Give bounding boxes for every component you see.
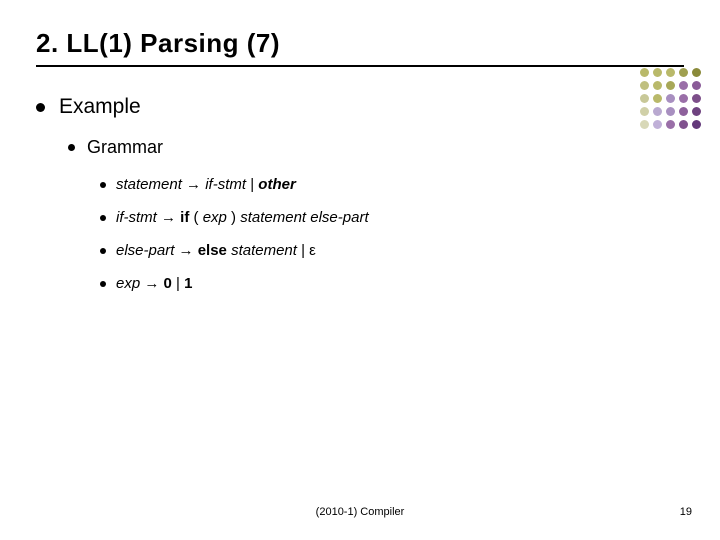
dot-icon <box>653 107 662 116</box>
page-number: 19 <box>680 506 692 518</box>
dot-icon <box>666 120 675 129</box>
slide-title: 2. LL(1) Parsing (7) <box>36 28 684 67</box>
footer-center: (2010-1) Compiler <box>0 506 720 518</box>
bullet-icon <box>100 215 106 221</box>
dot-icon <box>666 107 675 116</box>
grammar-rule: if-stmt → if ( exp ) statement else-part <box>100 209 684 226</box>
dot-icon <box>640 94 649 103</box>
dot-icon <box>692 120 701 129</box>
dot-icon <box>679 94 688 103</box>
dot-icon <box>692 107 701 116</box>
grammar-rule: statement → if-stmt | other <box>100 176 684 193</box>
dot-icon <box>653 120 662 129</box>
rule-text: statement → if-stmt | other <box>116 176 296 193</box>
dot-icon <box>653 81 662 90</box>
dot-icon <box>679 81 688 90</box>
bullet-icon <box>68 144 75 151</box>
bullet-icon <box>100 182 106 188</box>
rule-text: exp → 0 | 1 <box>116 275 192 292</box>
bullet-lvl1: Example <box>36 95 684 119</box>
bullet-icon <box>36 103 45 112</box>
decorative-dots <box>640 68 702 130</box>
rule-text: else-part → else statement | ε <box>116 242 316 259</box>
dot-icon <box>640 107 649 116</box>
dot-icon <box>653 94 662 103</box>
dot-icon <box>640 81 649 90</box>
dot-icon <box>640 120 649 129</box>
dot-icon <box>666 94 675 103</box>
dot-icon <box>679 120 688 129</box>
lvl2-text: Grammar <box>87 137 163 158</box>
grammar-rule: else-part → else statement | ε <box>100 242 684 259</box>
dot-icon <box>679 68 688 77</box>
rule-text: if-stmt → if ( exp ) statement else-part <box>116 209 369 226</box>
bullet-icon <box>100 281 106 287</box>
dot-icon <box>666 68 675 77</box>
dot-icon <box>692 94 701 103</box>
dot-icon <box>640 68 649 77</box>
dot-icon <box>692 81 701 90</box>
lvl1-text: Example <box>59 95 141 119</box>
dot-icon <box>653 68 662 77</box>
dot-icon <box>679 107 688 116</box>
dot-icon <box>666 81 675 90</box>
bullet-lvl2: Grammar <box>68 137 684 158</box>
dot-icon <box>692 68 701 77</box>
bullet-icon <box>100 248 106 254</box>
grammar-rule: exp → 0 | 1 <box>100 275 684 292</box>
